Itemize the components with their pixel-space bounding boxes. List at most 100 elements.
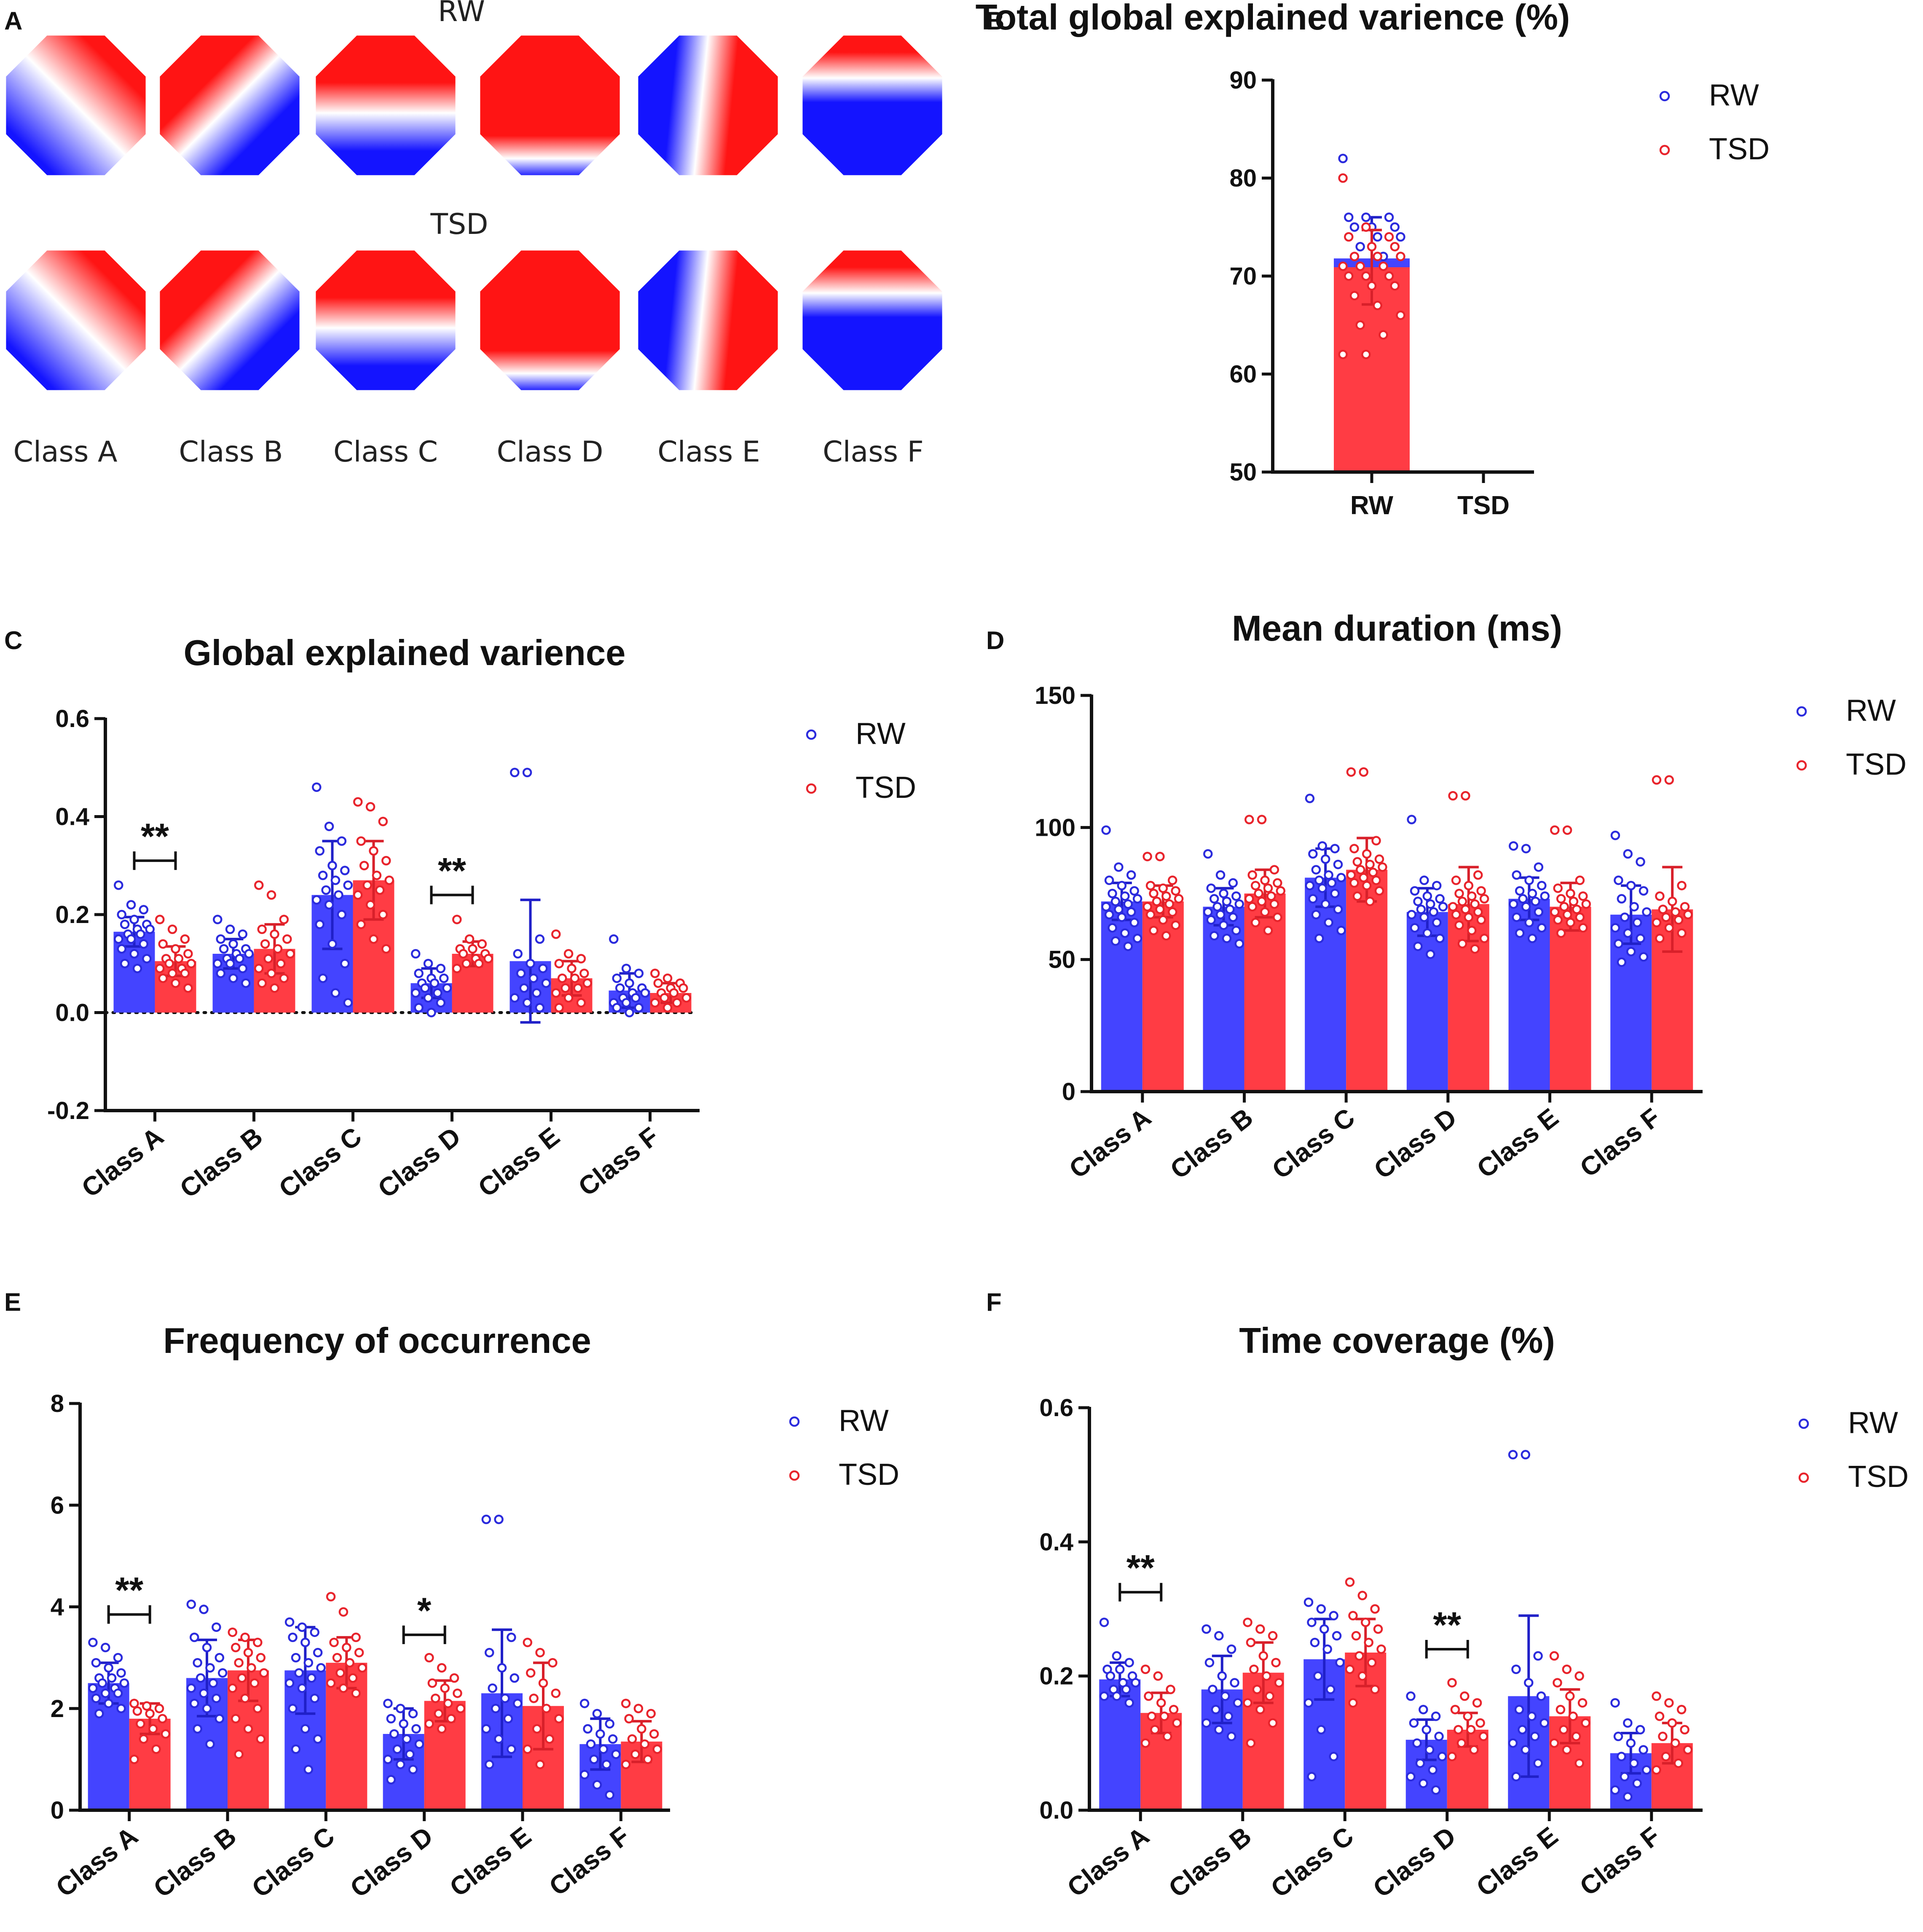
- data-point-rw-class-a: [1108, 888, 1117, 899]
- panel-letter-e: E: [4, 1288, 21, 1316]
- data-point-rw-class-f: [1632, 1779, 1642, 1788]
- data-point-rw-class-e: [1508, 1738, 1518, 1748]
- data-point-tsd-class-e: [1562, 825, 1572, 835]
- data-point-rw-class-e: [1508, 1450, 1518, 1460]
- data-point-tsd-class-c: [375, 885, 385, 895]
- data-point-tsd-class-d: [1479, 934, 1489, 943]
- data-point-tsd-class-b: [282, 934, 292, 944]
- data-point-tsd-class-c: [1356, 865, 1365, 875]
- data-point-rw-class-e: [528, 973, 539, 983]
- data-point-rw-class-f: [605, 1719, 614, 1729]
- data-point-tsd-class-a: [1171, 920, 1180, 930]
- data-point-tsd-class-b: [1249, 1664, 1259, 1674]
- data-point-tsd-class-f: [637, 1724, 646, 1734]
- data-point-rw-class-b: [186, 1599, 196, 1609]
- data-point-tsd-class-e: [1575, 875, 1585, 885]
- data-point-tsd-class-d: [461, 959, 471, 969]
- data-point-rw-class-d: [411, 949, 421, 959]
- data-point-rw-class-b: [1222, 934, 1232, 943]
- data-point-tsd-class-c: [381, 944, 391, 954]
- legend-label-tsd: TSD: [1709, 132, 1770, 166]
- data-point-rw-class-d: [423, 993, 433, 1003]
- data-point-tsd-class-c: [1362, 880, 1372, 891]
- data-point-rw-class-e: [1511, 1664, 1521, 1674]
- data-point-tsd-class-e: [542, 1704, 551, 1713]
- data-point-tsd-class-a: [1158, 915, 1168, 925]
- x-tick-label-class-a: Class A: [1062, 1822, 1155, 1903]
- data-point-rw-class-c: [1311, 865, 1321, 875]
- data-point-rw-class-e: [497, 1663, 507, 1673]
- bar-tsd-class-e: [1550, 907, 1591, 1092]
- data-point-tsd-class-d: [1448, 791, 1458, 801]
- y-tick-label: 0.0: [55, 999, 89, 1027]
- data-point-rw-class-b: [225, 959, 235, 969]
- data-point-rw-class-a: [1112, 1651, 1122, 1661]
- data-point-tsd-class-b: [1273, 878, 1282, 888]
- data-point-rw-class-f: [1620, 1772, 1630, 1782]
- data-point-rw-class-d: [1438, 902, 1448, 912]
- data-point-rw-class-c: [1330, 888, 1340, 899]
- data-point-tsd-class-e: [1550, 907, 1560, 917]
- data-point-tsd-class-e: [535, 1760, 545, 1769]
- data-point-tsd-class-f: [646, 1709, 656, 1719]
- data-point-rw-class-f: [631, 993, 641, 1003]
- data-point-rw-class-f: [1635, 1725, 1645, 1735]
- data-point-tsd-class-f: [1680, 902, 1690, 912]
- x-tick-label-class-f: Class F: [544, 1822, 635, 1902]
- data-point-rw-class-e: [510, 1673, 520, 1683]
- data-point-rw-class-a: [1099, 1618, 1109, 1627]
- data-point-tsd-class-e: [554, 959, 564, 969]
- data-point-rw-class-b: [196, 1673, 206, 1683]
- data-point-rw-class-e: [510, 767, 520, 778]
- data-point-tsd-class-a: [1153, 1671, 1163, 1681]
- data-point-tsd-class-c: [1370, 1685, 1380, 1694]
- data-point-rw-class-a: [113, 1688, 123, 1698]
- chart-title-e: Frequency of occurrence: [163, 1321, 591, 1361]
- data-point-rw-class-a: [129, 915, 139, 924]
- data-point-rw-class-f: [1610, 923, 1620, 933]
- data-point-rw-class-d: [1421, 1725, 1431, 1735]
- data-point-rw-class-e: [491, 1704, 501, 1713]
- data-point-rw-class-f: [625, 978, 634, 988]
- data-point-tsd-class-b: [1265, 1691, 1274, 1701]
- data-point-rw-class-e: [500, 1693, 510, 1703]
- data-point-rw-class-c: [312, 895, 322, 905]
- data-point-tsd-class-d: [437, 1663, 447, 1673]
- data-point-rw-class-b: [1226, 1731, 1236, 1741]
- data-point-tsd-class-c: [1359, 873, 1368, 883]
- data-point-tsd-class-e: [551, 988, 561, 998]
- y-tick-label: 150: [1035, 682, 1075, 709]
- data-point-tsd-class-d: [424, 1653, 434, 1663]
- data-point-tsd-class-d: [1448, 902, 1458, 912]
- data-point-rw-class-d: [405, 1750, 415, 1759]
- data-point-tsd-class-f: [1652, 918, 1662, 928]
- data-point-rw-class-f: [579, 1770, 590, 1779]
- data-point-rw-class-a: [116, 1704, 126, 1713]
- data-point-tsd-class-b: [1261, 1671, 1271, 1681]
- data-point-rw-class-b: [202, 1704, 212, 1713]
- legend-marker-rw: [789, 1416, 800, 1427]
- data-point-tsd-rw: [1355, 320, 1365, 330]
- data-point-tsd-class-a: [1152, 896, 1162, 907]
- data-point-rw-class-b: [186, 1683, 196, 1693]
- data-point-rw-class-e: [507, 1744, 516, 1754]
- data-point-tsd-class-a: [171, 978, 180, 988]
- data-point-rw-class-c: [315, 920, 325, 929]
- data-point-tsd-class-c: [1346, 870, 1356, 880]
- data-point-rw-class-b: [212, 1622, 221, 1632]
- data-point-tsd-class-e: [570, 973, 580, 983]
- data-point-rw-class-f: [1617, 894, 1627, 904]
- data-point-rw-class-f: [1623, 849, 1633, 859]
- data-point-tsd-class-c: [1348, 1698, 1358, 1708]
- data-point-tsd-class-c: [369, 934, 378, 944]
- data-point-rw-class-a: [113, 1653, 123, 1663]
- data-point-tsd-rw: [1367, 242, 1377, 252]
- data-point-tsd-class-f: [1652, 1765, 1661, 1775]
- data-point-rw-class-c: [1305, 880, 1315, 891]
- data-point-rw-class-e: [1533, 1758, 1543, 1768]
- data-point-tsd-class-b: [1263, 883, 1273, 893]
- data-point-tsd-class-b: [270, 929, 279, 939]
- data-point-rw-class-d: [1434, 1731, 1444, 1741]
